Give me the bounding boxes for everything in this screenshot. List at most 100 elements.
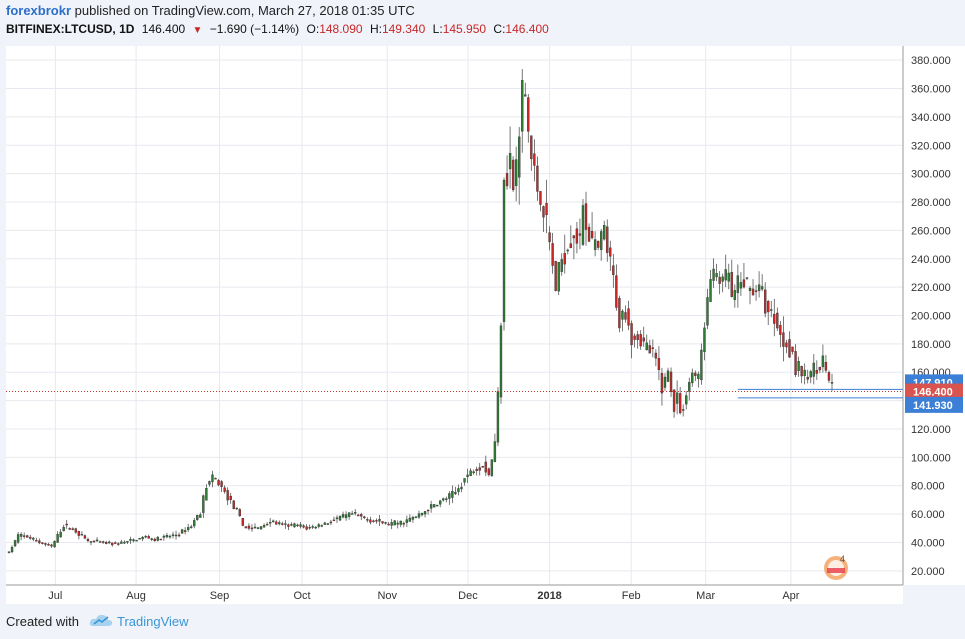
y-tick-label: 20.000 xyxy=(911,566,945,578)
down-triangle-icon: ▼ xyxy=(192,25,203,36)
candle-down xyxy=(41,542,44,544)
candle-up xyxy=(393,520,396,526)
candle-up xyxy=(803,369,806,376)
candle-up xyxy=(162,535,166,538)
candle-down xyxy=(575,228,579,244)
open-value: 148.090 xyxy=(319,22,363,36)
candle-up xyxy=(95,539,99,542)
candle-up xyxy=(196,514,199,520)
candle-up xyxy=(466,474,469,477)
candle-up xyxy=(150,538,153,540)
candle-up xyxy=(101,541,105,543)
candle-down xyxy=(38,540,41,544)
candle-up xyxy=(272,520,275,523)
candle-down xyxy=(86,539,90,542)
candle-up xyxy=(259,526,263,530)
close-value: 146.400 xyxy=(505,22,549,36)
candle-up xyxy=(262,525,266,528)
candle-up xyxy=(56,534,59,543)
symbol-label[interactable]: BITFINEX:LTCUSD, 1D xyxy=(6,22,135,36)
candle-up xyxy=(748,287,752,291)
price-label-text: 141.930 xyxy=(913,400,953,412)
time-axis[interactable] xyxy=(6,585,903,604)
candle-up xyxy=(721,276,724,282)
candle-up xyxy=(290,524,293,526)
tradingview-brand[interactable]: TradingView xyxy=(117,614,189,629)
candle-up xyxy=(666,370,670,382)
candle-down xyxy=(369,519,372,523)
candle-up xyxy=(405,519,409,523)
candle-up xyxy=(757,284,761,291)
candle-down xyxy=(287,524,290,527)
candle-down xyxy=(220,481,223,487)
candle-up xyxy=(62,526,65,532)
candle-down xyxy=(247,525,251,529)
candle-down xyxy=(596,240,600,248)
last-price: 146.400 xyxy=(141,22,186,36)
candle-down xyxy=(533,153,536,166)
candle-up xyxy=(414,516,418,518)
candle-down xyxy=(669,371,673,392)
candle-down xyxy=(26,535,29,538)
candle-up xyxy=(700,349,703,381)
candle-down xyxy=(751,288,755,296)
candle-up xyxy=(171,534,175,536)
y-tick-label: 180.000 xyxy=(911,339,951,351)
candle-down xyxy=(694,372,697,377)
candle-down xyxy=(773,313,776,324)
candle-up xyxy=(120,541,123,544)
x-tick-label: Feb xyxy=(622,590,641,602)
candle-up xyxy=(739,282,743,289)
candle-down xyxy=(226,490,229,501)
price-axis[interactable] xyxy=(903,46,965,585)
candle-up xyxy=(408,517,412,522)
candle-up xyxy=(812,362,815,377)
candle-down xyxy=(44,543,47,545)
candle-up xyxy=(13,540,17,547)
candle-up xyxy=(123,541,126,544)
y-tick-label: 360.000 xyxy=(911,84,951,96)
y-tick-label: 300.000 xyxy=(911,169,951,181)
price-label-box xyxy=(905,383,963,400)
candle-down xyxy=(551,243,554,266)
candle-up xyxy=(496,391,500,443)
tradingview-cloud-icon[interactable] xyxy=(88,612,114,630)
candle-up xyxy=(429,504,433,509)
candle-up xyxy=(390,522,393,526)
candle-up xyxy=(439,500,442,505)
candle-down xyxy=(654,352,658,359)
candle-up xyxy=(135,539,138,542)
y-tick-label: 80.000 xyxy=(911,481,945,493)
low-value: 145.950 xyxy=(442,22,487,36)
candle-up xyxy=(524,94,527,97)
candle-up xyxy=(760,286,764,290)
candle-up xyxy=(675,392,679,404)
candle-down xyxy=(363,516,366,519)
candles-group xyxy=(7,69,834,554)
candle-up xyxy=(190,526,193,528)
candle-up xyxy=(514,159,518,186)
candle-down xyxy=(648,345,651,354)
candle-down xyxy=(572,235,576,239)
candle-up xyxy=(797,361,800,371)
candle-up xyxy=(354,512,357,514)
candle-up xyxy=(736,275,740,293)
candle-up xyxy=(19,534,23,537)
x-tick-label: 2018 xyxy=(537,590,561,602)
candle-down xyxy=(660,373,664,394)
candle-up xyxy=(715,273,718,278)
y-tick-label: 60.000 xyxy=(911,509,945,521)
candle-down xyxy=(159,538,163,541)
candle-up xyxy=(278,522,281,525)
candle-down xyxy=(651,347,655,349)
candle-up xyxy=(350,513,354,515)
candle-up xyxy=(469,470,472,476)
candle-up xyxy=(186,527,190,531)
price-chart[interactable]: 20.000 40.000 60.000 80.000 100.000 120.000 14… xyxy=(0,44,965,606)
candle-down xyxy=(244,526,248,529)
author-name[interactable]: forexbrokr xyxy=(6,3,72,18)
y-tick-label: 280.000 xyxy=(911,197,951,209)
candle-up xyxy=(423,511,427,515)
level-lines xyxy=(6,388,903,399)
